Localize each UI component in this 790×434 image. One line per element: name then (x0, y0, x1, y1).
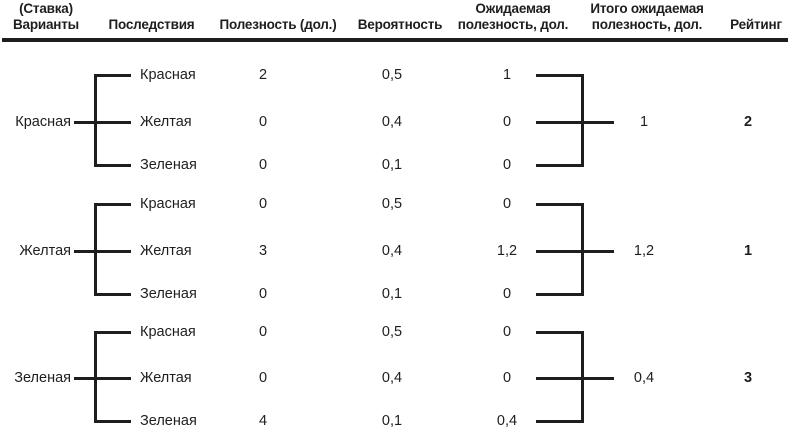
probability-value: 0,1 (381, 157, 403, 173)
consequence-label: Красная (140, 196, 196, 212)
utility-value: 0 (258, 114, 268, 130)
column-header-consequences: Последствия (108, 17, 195, 32)
probability-value: 0,4 (381, 370, 403, 386)
rating-value: 3 (743, 370, 753, 386)
consequence-label: Желтая (140, 114, 192, 130)
column-header-rating: Рейтинг (730, 17, 782, 32)
probability-value: 0,5 (381, 67, 403, 83)
probability-value: 0,5 (381, 324, 403, 340)
rating-value: 2 (743, 114, 753, 130)
probability-value: 0,4 (381, 243, 403, 259)
expected-utility-value: 1 (502, 67, 512, 83)
utility-value: 2 (258, 67, 268, 83)
sum-branch-line (536, 202, 584, 206)
sum-connector-line (536, 376, 614, 380)
utility-value: 0 (258, 370, 268, 386)
consequence-label: Красная (140, 67, 196, 83)
tree-bracket-line (94, 202, 97, 296)
sum-connector-line (536, 120, 614, 124)
option-label-yellow: Желтая (19, 243, 71, 259)
tree-branch-line (94, 330, 131, 334)
consequence-label: Зеленая (140, 157, 197, 173)
consequence-label: Желтая (140, 370, 192, 386)
tree-branch-line (94, 292, 131, 296)
expected-utility-value: 0,4 (496, 413, 518, 429)
utility-value: 0 (258, 157, 268, 173)
utility-value: 0 (258, 324, 268, 340)
total-expected-utility-value: 1 (639, 114, 649, 130)
tree-branch-line (94, 163, 131, 167)
rating-value: 1 (743, 243, 753, 259)
tree-branch-line (94, 202, 131, 206)
sum-bracket-line (581, 202, 584, 296)
tree-bracket-line (94, 330, 97, 423)
sum-branch-line (536, 163, 584, 167)
column-header-probability: Вероятность (357, 17, 443, 32)
column-header-expected-utility: Ожидаемая полезность, дол. (453, 1, 573, 33)
utility-value: 0 (258, 196, 268, 212)
total-expected-utility-value: 0,4 (633, 370, 655, 386)
tree-branch-line (94, 73, 131, 77)
expected-utility-value: 0 (502, 324, 512, 340)
header-total-line2: полезность, дол. (591, 17, 703, 32)
probability-value: 0,4 (381, 114, 403, 130)
header-stake-label: (Ставка) (19, 1, 73, 16)
total-expected-utility-value: 1,2 (633, 243, 655, 259)
expected-utility-value: 0 (502, 370, 512, 386)
header-expected-line1: Ожидаемая (475, 1, 551, 16)
column-header-utility: Полезность (дол.) (219, 17, 337, 32)
header-divider-rule (2, 38, 788, 42)
consequence-label: Красная (140, 324, 196, 340)
probability-value: 0,5 (381, 196, 403, 212)
tree-connector-line (74, 120, 131, 124)
column-header-total-expected-utility: Итого ожидаемая полезность, дол. (587, 1, 707, 33)
sum-branch-line (536, 73, 584, 77)
column-header-options: (Ставка) Варианты (4, 1, 88, 33)
consequence-label: Зеленая (140, 286, 197, 302)
tree-bracket-line (94, 73, 97, 167)
consequence-label: Зеленая (140, 413, 197, 429)
sum-connector-line (536, 249, 614, 253)
sum-branch-line (536, 330, 584, 334)
option-label-green: Зеленая (14, 370, 71, 386)
utility-value: 3 (258, 243, 268, 259)
header-options-label: Варианты (12, 17, 79, 32)
sum-branch-line (536, 292, 584, 296)
utility-value: 0 (258, 286, 268, 302)
expected-utility-value: 0 (502, 157, 512, 173)
header-total-line1: Итого ожидаемая (590, 1, 704, 16)
sum-branch-line (536, 419, 584, 423)
tree-connector-line (74, 376, 131, 380)
probability-value: 0,1 (381, 286, 403, 302)
consequence-label: Желтая (140, 243, 192, 259)
header-expected-line2: полезность, дол. (457, 17, 569, 32)
tree-connector-line (74, 249, 131, 253)
tree-branch-line (94, 419, 131, 423)
probability-value: 0,1 (381, 413, 403, 429)
expected-utility-value: 0 (502, 196, 512, 212)
expected-utility-value: 1,2 (496, 243, 518, 259)
expected-utility-value: 0 (502, 286, 512, 302)
utility-value: 4 (258, 413, 268, 429)
expected-utility-value: 0 (502, 114, 512, 130)
option-label-red: Красная (15, 114, 71, 130)
sum-bracket-line (581, 73, 584, 167)
